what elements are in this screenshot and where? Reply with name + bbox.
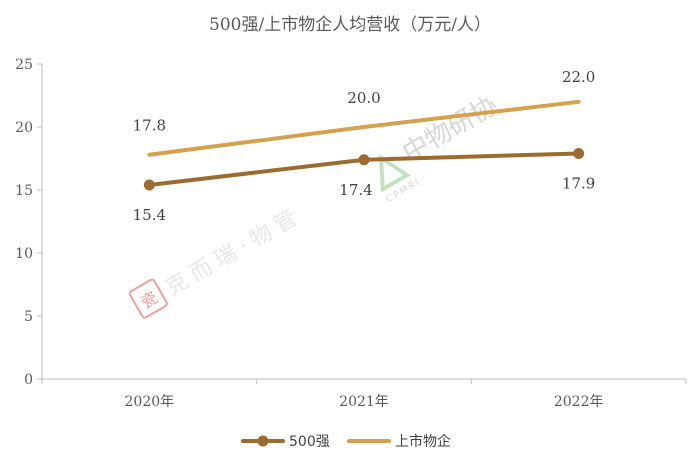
data-label: 22.0	[562, 68, 595, 86]
watermark-left-text: 克而瑞·物管	[162, 203, 307, 301]
legend-label-1: 500强	[289, 434, 330, 450]
legend-label-2: 上市物企	[395, 433, 451, 450]
series-layer	[143, 99, 585, 191]
x-tick-label: 2020年	[125, 394, 175, 410]
axes: 0 5 10 15 20 25 2020年 2021年 2022年	[15, 57, 687, 410]
series-point	[573, 147, 585, 159]
seal-stamp-icon	[128, 278, 168, 319]
legend-marker	[257, 435, 269, 447]
data-label: 17.8	[133, 117, 166, 135]
data-label: 17.4	[339, 181, 372, 199]
y-tick-label: 15	[15, 183, 33, 199]
legend: 500强 上市物企	[241, 433, 451, 450]
x-tick-label: 2021年	[339, 394, 389, 410]
watermark-right-sub: CPMRI	[385, 177, 423, 205]
y-tick-label: 25	[15, 57, 33, 73]
y-tick-label: 10	[15, 246, 33, 262]
data-label: 15.4	[133, 206, 166, 224]
svg-text:瓷: 瓷	[137, 288, 160, 312]
data-label: 17.9	[562, 174, 595, 192]
x-tick-label: 2022年	[554, 394, 604, 410]
cpmri-logo-icon	[378, 154, 411, 193]
data-labels: 15.4 17.4 17.9 17.8 20.0 22.0	[133, 68, 596, 224]
data-label: 20.0	[347, 89, 380, 107]
watermark-right: CPMRI 中物研协	[378, 91, 503, 205]
y-tick-label: 0	[24, 372, 33, 388]
series-line-2	[147, 99, 581, 157]
y-tick-label: 5	[24, 309, 33, 325]
series-point	[143, 179, 155, 191]
y-tick-label: 20	[15, 120, 33, 136]
chart-title: 500强/上市物企人均营收（万元/人）	[209, 15, 491, 35]
series-point	[358, 154, 370, 166]
